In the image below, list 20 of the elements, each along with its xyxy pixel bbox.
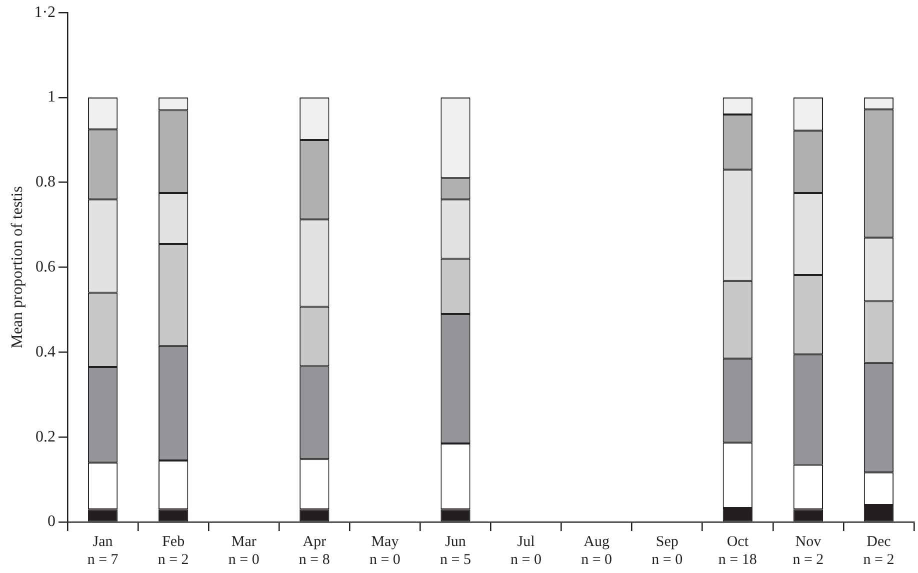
- x-tick-label: Jun n = 5: [440, 534, 471, 568]
- y-tick-label: 1: [48, 88, 56, 106]
- y-axis-title: Mean proportion of testis: [8, 186, 26, 348]
- x-tick-label: Jul n = 0: [510, 534, 542, 568]
- x-tick-label: May n = 0: [369, 534, 400, 568]
- x-tick-label: Sep n = 0: [652, 534, 683, 568]
- x-tick-label: Mar n = 0: [228, 534, 260, 568]
- x-tick-label: Dec n = 2: [863, 534, 894, 568]
- x-tick-label: Jan n = 7: [87, 534, 119, 568]
- y-tick-label: 1·2: [34, 4, 56, 21]
- y-tick-label: 0.8: [36, 174, 56, 191]
- x-tick-label: Nov n = 2: [792, 534, 824, 568]
- x-tick-label: Oct n = 18: [718, 534, 757, 568]
- x-tick-label: Apr n = 8: [298, 534, 330, 568]
- y-tick-label: 0.2: [36, 428, 56, 446]
- y-tick-label: 0: [48, 513, 56, 530]
- x-tick-label: Feb n = 2: [158, 534, 189, 568]
- x-tick-label: Aug n = 0: [581, 534, 612, 568]
- y-tick-label: 0.4: [36, 343, 56, 360]
- y-tick-label: 0.6: [36, 258, 56, 276]
